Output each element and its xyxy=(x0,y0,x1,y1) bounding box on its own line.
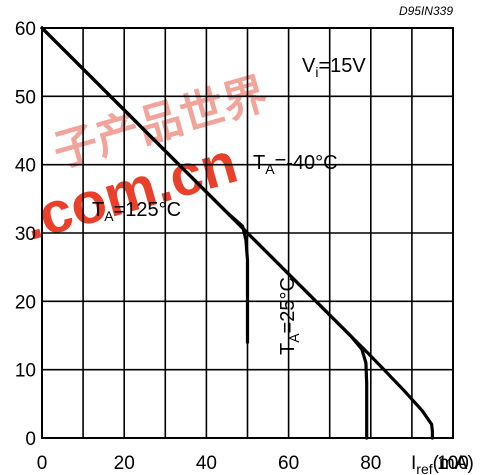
series-label-minus40-subscript: A xyxy=(265,161,275,177)
y-tick-label: 30 xyxy=(15,224,36,245)
y-tick-label: 40 xyxy=(15,156,36,177)
condition-value: =15V xyxy=(318,55,366,77)
x-tick-label: 40 xyxy=(196,453,217,474)
series-lines xyxy=(40,26,434,440)
series-label-minus40-value: =-40°C xyxy=(275,152,338,174)
series-label-25-symbol: T xyxy=(277,343,299,355)
y-tick-label: 50 xyxy=(15,87,36,108)
condition-subscript: i xyxy=(315,64,318,80)
plot-frame xyxy=(41,27,454,439)
axes xyxy=(41,27,454,439)
x-axis-unit-text: (mA) xyxy=(433,453,474,474)
condition-symbol: V xyxy=(302,55,316,77)
x-axis-unit-symbol: I xyxy=(411,453,416,474)
x-tick-label: 80 xyxy=(360,453,381,474)
series-label-125-symbol: T xyxy=(92,199,104,221)
y-tick-label: 10 xyxy=(15,361,36,382)
x-axis-unit-label: Iref(mA) xyxy=(411,453,474,475)
figure-code: D95IN339 xyxy=(399,4,453,18)
series-label-125-value: =125°C xyxy=(114,199,182,221)
series-label-25-value: =25°C xyxy=(277,277,299,333)
series-label-25-subscript: A xyxy=(286,333,302,343)
x-axis-unit-subscript: ref xyxy=(416,461,432,475)
x-tick-label: 100 xyxy=(437,453,469,474)
x-tick-label: 0 xyxy=(37,453,48,474)
y-tick-label: 0 xyxy=(25,429,36,450)
x-tick-label: 60 xyxy=(278,453,299,474)
x-tick-label: 20 xyxy=(114,453,135,474)
series-label-125: TA=125°C xyxy=(92,199,181,224)
series-label-125-subscript: A xyxy=(104,208,114,224)
y-tick-label: 60 xyxy=(15,19,36,40)
series-line-2 xyxy=(40,26,434,440)
series-label-25: TA=25°C xyxy=(277,277,302,355)
series-label-minus40: TA=-40°C xyxy=(253,152,338,177)
tick-labels: 0 20 40 60 80 100 0 10 20 30 40 50 60 xyxy=(15,19,469,474)
condition-label: Vi=15V xyxy=(302,55,366,80)
series-label-minus40-symbol: T xyxy=(253,152,265,174)
y-tick-label: 20 xyxy=(15,292,36,313)
